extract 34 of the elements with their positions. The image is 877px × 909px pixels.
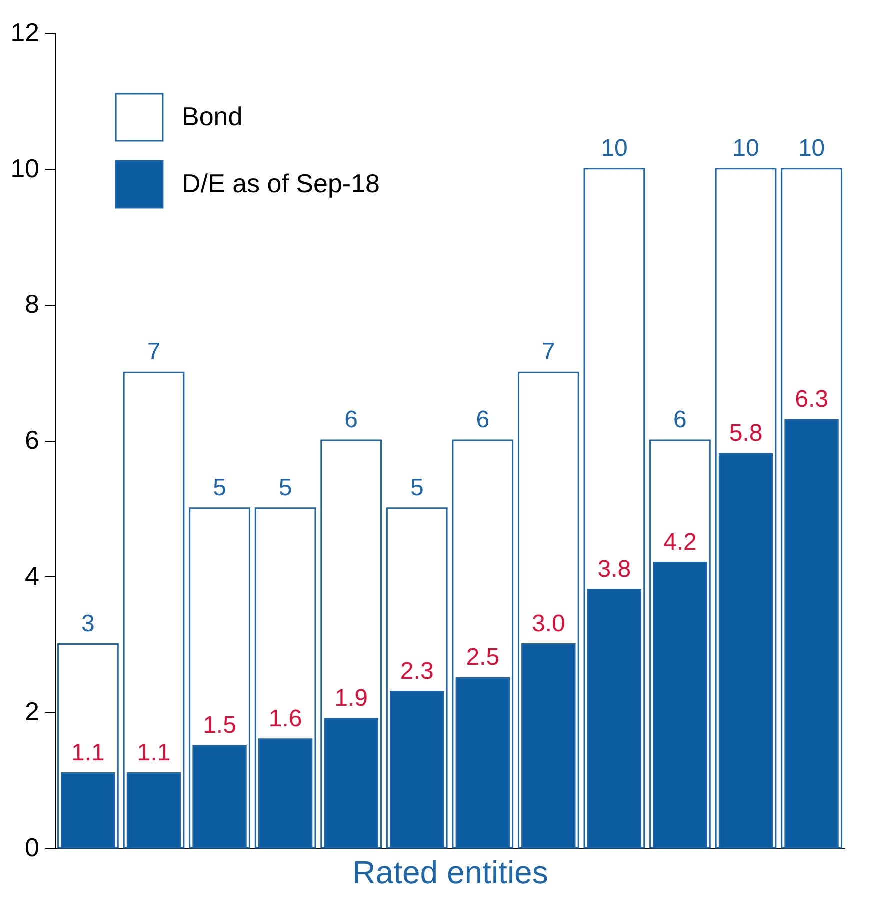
data-label: 1.6: [268, 705, 302, 732]
data-label: 5: [278, 474, 292, 502]
y-tick-label: 8: [25, 289, 40, 320]
data-label: 10: [732, 134, 760, 162]
data-label: 3: [82, 610, 95, 638]
y-tick-label: 4: [25, 560, 40, 591]
legend-label: D/E as of Sep-18: [182, 168, 380, 198]
data-label: 5.8: [729, 420, 763, 448]
data-label: 6: [344, 406, 358, 434]
data-label: 10: [798, 134, 826, 162]
y-tick-label: 6: [25, 425, 40, 455]
data-label: 6: [674, 406, 687, 434]
data-label: 6: [476, 406, 490, 434]
data-label: 10: [601, 134, 628, 162]
data-label: 5: [213, 474, 226, 502]
data-label: 4.2: [664, 528, 697, 556]
data-label: 6.3: [795, 386, 828, 414]
y-tick-label: 12: [10, 18, 40, 48]
data-label: 1.9: [334, 684, 368, 712]
data-label: 1.1: [137, 739, 171, 766]
data-label: 2.5: [466, 644, 500, 672]
y-tick-label: 0: [25, 832, 40, 862]
x-axis-title: Rated entities: [352, 854, 548, 890]
legend-label: Bond: [182, 102, 243, 132]
y-tick-label: 2: [25, 696, 40, 727]
data-label: 1.1: [72, 739, 105, 766]
data-label: 7: [147, 338, 161, 366]
data-label: 3.8: [598, 556, 632, 583]
data-label: 2.3: [400, 658, 434, 685]
data-label: 1.5: [203, 712, 236, 740]
data-label: 7: [542, 338, 556, 366]
data-label: 5: [410, 474, 424, 502]
data-label: 3.0: [532, 610, 566, 638]
y-tick-label: 10: [10, 153, 40, 184]
